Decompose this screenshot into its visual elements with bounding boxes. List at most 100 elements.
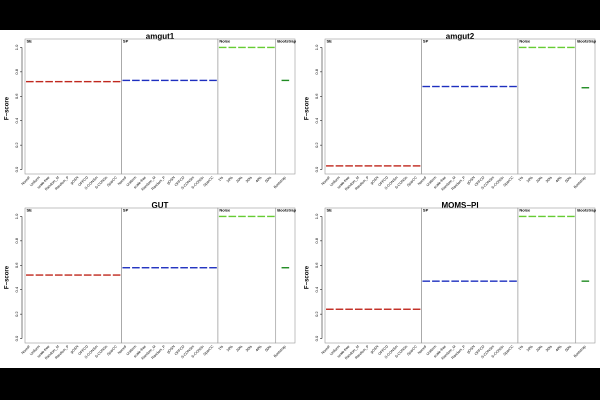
section-frame <box>324 38 422 175</box>
x-tick-label: 1% <box>518 344 525 351</box>
x-tick-label: gOSN <box>70 344 80 354</box>
x-tick-label: 50% <box>264 344 272 352</box>
x-tick-label: 30% <box>245 175 253 183</box>
section-label: SP <box>123 208 129 213</box>
x-tick-label: SparCC <box>406 344 418 356</box>
y-tick-label: 0.2 <box>14 142 19 148</box>
x-tick-label: 50% <box>264 175 272 183</box>
panel: amgut1F−score0.00.20.40.60.81.0SENormFUn… <box>5 32 297 191</box>
x-tick-label: 20% <box>535 175 543 183</box>
x-tick-label: Uniform <box>126 345 138 357</box>
y-tick-label: 0.0 <box>314 335 319 341</box>
x-tick-label: NormF <box>117 175 128 186</box>
y-axis-label: F−score <box>305 96 311 120</box>
section-label: Bootstrap <box>277 208 296 213</box>
section-label: SP <box>123 39 129 44</box>
y-tick-label: 0.0 <box>14 335 19 341</box>
y-tick-label: 0.6 <box>314 93 319 99</box>
x-tick-label: 1% <box>218 175 225 182</box>
section-label: SE <box>27 39 33 44</box>
x-tick-label: 50% <box>564 344 572 352</box>
x-tick-label: NormF <box>321 344 332 355</box>
x-tick-label: NormF <box>21 175 32 186</box>
y-tick-label: 0.4 <box>314 286 319 292</box>
section-frame <box>275 38 296 175</box>
y-tick-label: 0.2 <box>14 311 19 317</box>
panel-title: MOMS−PI <box>441 201 478 210</box>
x-tick-label: NormF <box>321 175 332 186</box>
section-frame <box>275 207 296 344</box>
panel: MOMS−PIF−score0.00.20.40.60.81.0SENormFU… <box>305 201 597 360</box>
panel-title: amgut2 <box>446 32 475 41</box>
x-tick-label: Bootstrap <box>573 176 587 190</box>
y-tick-label: 0.8 <box>14 68 19 74</box>
x-tick-label: NormF <box>117 344 128 355</box>
x-tick-label: SparCC <box>106 175 118 187</box>
section-label: Noise <box>519 208 531 213</box>
section-frame <box>575 38 596 175</box>
x-tick-label: 10% <box>226 175 234 183</box>
section-frame <box>24 38 122 175</box>
section-frame <box>421 38 519 175</box>
x-tick-label: Bootstrap <box>573 345 587 359</box>
section-frame <box>575 207 596 344</box>
x-tick-label: Uniform <box>29 345 41 357</box>
panel: GUTF−score0.00.20.40.60.81.0SENormFUnifo… <box>5 201 297 360</box>
x-tick-label: Bootstrap <box>273 345 287 359</box>
y-tick-label: 1.0 <box>14 213 19 219</box>
letterbox-top <box>0 0 600 30</box>
section-label: SP <box>423 208 429 213</box>
x-tick-label: OFFCD <box>77 175 89 187</box>
section-frame <box>121 38 219 175</box>
section-label: Bootstrap <box>277 39 296 44</box>
y-tick-label: 0.2 <box>314 311 319 317</box>
section-label: SE <box>327 39 333 44</box>
x-tick-label: 20% <box>235 344 243 352</box>
x-tick-label: 40% <box>555 344 563 352</box>
x-tick-label: 20% <box>235 175 243 183</box>
y-tick-label: 0.4 <box>14 286 19 292</box>
x-tick-label: OFFCD <box>474 175 486 187</box>
y-tick-label: 0.4 <box>14 117 19 123</box>
x-tick-label: Bootstrap <box>273 176 287 190</box>
y-axis-label: F−score <box>5 265 11 289</box>
x-tick-label: gOSN <box>370 344 380 354</box>
x-tick-label: 40% <box>255 175 263 183</box>
x-tick-label: SparCC <box>203 175 215 187</box>
x-tick-label: 20% <box>535 344 543 352</box>
section-label: Noise <box>519 39 531 44</box>
x-tick-label: Uniform <box>426 345 438 357</box>
y-tick-label: 0.0 <box>314 166 319 172</box>
panel: amgut2F−score0.00.20.40.60.81.0SENormFUn… <box>305 32 597 191</box>
y-tick-label: 1.0 <box>314 213 319 219</box>
y-tick-label: 0.8 <box>14 237 19 243</box>
section-label: Noise <box>219 39 231 44</box>
x-tick-label: gOSN <box>70 175 80 185</box>
y-tick-label: 0.8 <box>314 237 319 243</box>
x-tick-label: 40% <box>555 175 563 183</box>
x-tick-label: OFFCD <box>377 344 389 356</box>
x-tick-label: 50% <box>564 175 572 183</box>
section-frame <box>517 207 577 344</box>
x-tick-label: 1% <box>518 175 525 182</box>
x-tick-label: 30% <box>545 344 553 352</box>
x-tick-label: gOSN <box>466 344 476 354</box>
y-tick-label: 1.0 <box>14 44 19 50</box>
x-tick-label: NormF <box>417 175 428 186</box>
y-tick-label: 1.0 <box>314 44 319 50</box>
section-frame <box>421 207 519 344</box>
section-label: Noise <box>219 208 231 213</box>
x-tick-label: Uniform <box>29 176 41 188</box>
x-tick-label: 40% <box>255 344 263 352</box>
x-tick-label: gOSN <box>166 344 176 354</box>
x-tick-label: NormF <box>21 344 32 355</box>
section-label: SP <box>423 39 429 44</box>
panel-title: GUT <box>152 201 169 210</box>
section-label: Bootstrap <box>577 39 596 44</box>
section-label: SE <box>27 208 33 213</box>
section-frame <box>517 38 577 175</box>
x-tick-label: gOSN <box>466 175 476 185</box>
y-axis-label: F−score <box>305 265 311 289</box>
